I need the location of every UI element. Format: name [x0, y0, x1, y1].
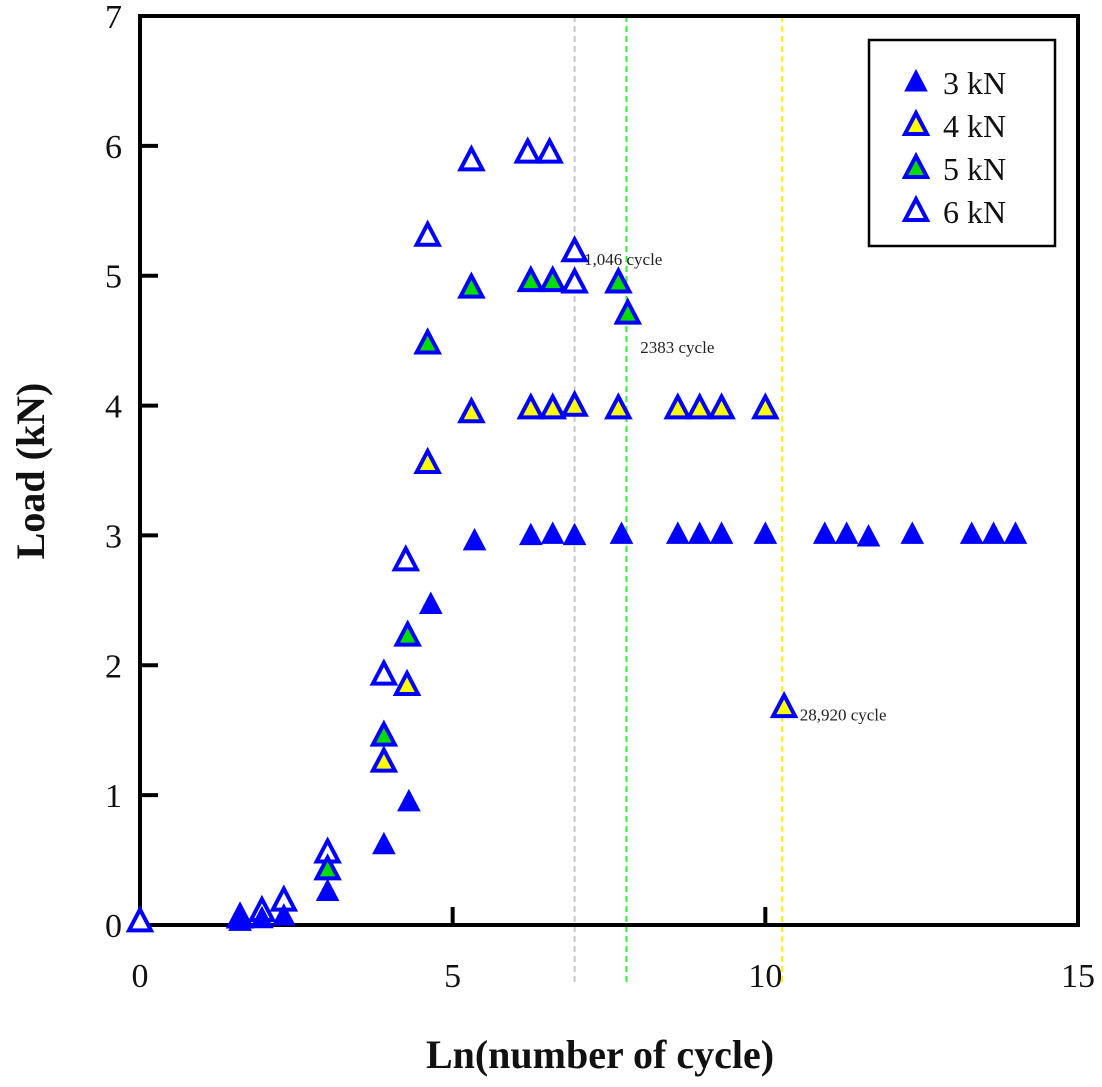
data-point	[981, 521, 1006, 544]
legend-label: 5 kN	[943, 151, 1006, 187]
legend: 3 kN 4 kN 5 kN 6 kN	[867, 38, 1057, 248]
data-point	[540, 521, 565, 544]
annotation-label: 2383 cycle	[640, 338, 714, 357]
data-point	[391, 544, 421, 572]
data-point	[369, 719, 399, 747]
data-point	[538, 264, 568, 293]
data-point	[709, 521, 734, 544]
data-point	[315, 878, 340, 901]
series-3-kn	[228, 521, 1028, 931]
legend-marker-icon	[901, 194, 931, 222]
legend-label: 4 kN	[943, 108, 1006, 144]
data-point	[393, 619, 422, 647]
x-tick-label: 5	[444, 958, 461, 995]
data-point	[413, 219, 442, 247]
legend-label: 6 kN	[943, 194, 1006, 230]
legend-label: 3 kN	[943, 65, 1006, 101]
annotations: 1,046 cycle 2383 cycle 28,920 cycle	[584, 250, 887, 725]
data-point	[665, 521, 690, 544]
data-point	[369, 658, 399, 686]
data-point	[1003, 521, 1028, 544]
legend-box	[867, 38, 1057, 248]
data-point	[125, 905, 155, 933]
y-tick-label: 3	[105, 518, 122, 555]
legend-marker-icon	[901, 151, 931, 179]
data-point	[313, 853, 342, 881]
plot-frame	[138, 14, 1080, 927]
data-point	[834, 521, 859, 544]
data-point	[613, 297, 643, 325]
data-point	[457, 396, 486, 424]
data-point	[751, 392, 780, 420]
data-point	[687, 521, 712, 544]
data-point	[560, 235, 589, 263]
data-point	[516, 264, 546, 293]
data-point	[457, 271, 486, 299]
data-point	[250, 905, 274, 929]
data-point	[516, 392, 546, 420]
data-point	[538, 392, 568, 420]
data-point	[457, 144, 486, 172]
data-point	[856, 523, 881, 547]
y-axis-title: Load (kN)	[8, 383, 53, 560]
annotation-label: 1,046 cycle	[584, 250, 662, 269]
reference-lines	[573, 16, 784, 983]
data-point	[413, 446, 442, 474]
data-point	[812, 521, 837, 544]
data-point	[513, 136, 543, 164]
data-point	[562, 522, 587, 546]
y-tick-label: 4	[105, 389, 122, 426]
data-point	[519, 522, 543, 546]
series-4-kn	[369, 389, 799, 773]
data-point	[604, 392, 633, 420]
y-tick-label: 2	[105, 648, 122, 685]
data-point	[418, 591, 443, 614]
data-point	[560, 266, 589, 294]
data-point	[560, 389, 589, 417]
y-tick-label: 1	[105, 778, 122, 815]
data-points	[125, 136, 1028, 933]
annotation-label: 28,920 cycle	[800, 706, 887, 725]
y-tick-label: 5	[105, 259, 122, 296]
x-tick-label: 15	[1061, 958, 1095, 995]
data-point	[372, 831, 396, 855]
data-point	[663, 392, 693, 420]
series-5-kn	[313, 264, 643, 881]
data-point	[392, 668, 422, 697]
data-point	[462, 527, 487, 551]
data-point	[369, 745, 399, 773]
data-point	[413, 327, 442, 355]
data-point	[959, 521, 984, 544]
legend-marker-icon	[904, 68, 928, 92]
data-point	[609, 521, 634, 544]
series-6-kn	[125, 136, 589, 933]
y-tick-label: 6	[105, 129, 122, 166]
data-point	[707, 392, 736, 420]
data-point	[900, 521, 925, 544]
data-point	[228, 908, 252, 931]
data-point	[753, 521, 778, 544]
x-tick-label: 0	[132, 958, 149, 995]
data-point	[769, 690, 799, 719]
data-point	[535, 136, 564, 164]
data-point	[604, 266, 633, 294]
y-tick-label: 7	[105, 0, 122, 36]
axis-ticks	[140, 143, 768, 925]
y-tick-label: 0	[105, 908, 122, 945]
data-point	[397, 788, 421, 812]
data-point	[271, 903, 296, 926]
data-point	[685, 392, 714, 420]
legend-marker-icon	[901, 108, 931, 136]
x-axis-title: Ln(number of cycle)	[426, 1032, 774, 1077]
tick-labels: 0 5 10 15 0 1 2 3 4 5 6 7	[105, 0, 1095, 995]
x-tick-label: 10	[748, 958, 782, 995]
